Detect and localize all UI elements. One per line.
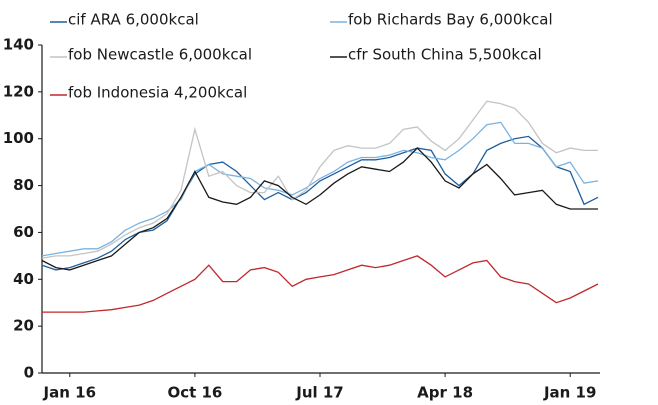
- series-line: [41, 135, 599, 271]
- legend-label: fob Richards Bay 6,000kcal: [348, 11, 553, 29]
- y-tick-label: 20: [13, 317, 34, 335]
- y-tick-label: 0: [24, 364, 34, 382]
- y-tick-label: 140: [3, 36, 34, 54]
- legend-label: cif ARA 6,000kcal: [68, 11, 199, 29]
- x-tick-label: Jan 19: [543, 384, 596, 402]
- series-line: [41, 147, 598, 271]
- y-tick-label: 80: [13, 176, 34, 194]
- legend-label: fob Newcastle 6,000kcal: [68, 46, 252, 64]
- y-tick-label: 100: [3, 129, 34, 147]
- legend-label: cfr South China 5,500kcal: [348, 46, 542, 64]
- y-tick-label: 40: [13, 270, 34, 288]
- series-line: [41, 121, 599, 257]
- series-line: [41, 100, 598, 259]
- x-tick-label: Jan 16: [43, 384, 96, 402]
- y-tick-label: 120: [3, 82, 34, 100]
- legend-label: fob Indonesia 4,200kcal: [68, 84, 247, 102]
- x-tick-label: Jul 17: [295, 384, 344, 402]
- y-tick-label: 60: [13, 223, 34, 241]
- series-line: [42, 255, 599, 313]
- x-tick-label: Apr 18: [417, 384, 473, 402]
- x-tick-label: Oct 16: [167, 384, 222, 402]
